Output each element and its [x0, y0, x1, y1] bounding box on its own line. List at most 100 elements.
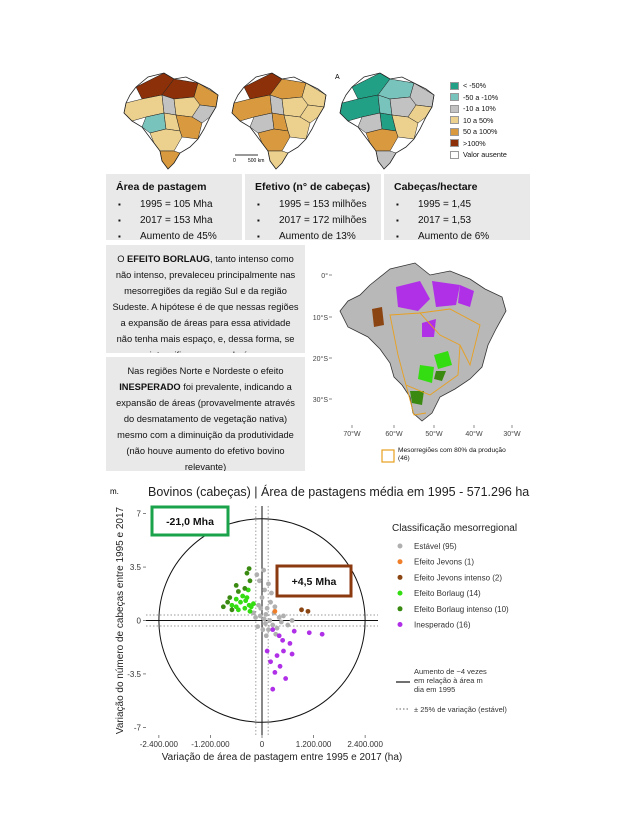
map-area-change: [123, 72, 219, 170]
map-lon-label: 50°W: [425, 430, 443, 438]
text-pre: Nas regiões Norte e Nordeste o efeito: [127, 366, 284, 376]
scale-end: 500 km: [248, 158, 264, 164]
region-borlaug-intense: [434, 371, 446, 381]
map-lon-label: 70°W: [343, 430, 361, 438]
data-point: [274, 653, 280, 659]
annotation-right-box: [275, 564, 353, 598]
data-point: [247, 608, 253, 614]
legend-swatch: [450, 81, 459, 90]
legend-extra-label: em relação à área m: [414, 676, 483, 685]
legend-item: Valor ausente: [450, 149, 540, 161]
data-point: [270, 622, 276, 628]
data-point: [264, 605, 270, 611]
data-point: [229, 602, 235, 608]
y-tick-label: -7: [134, 723, 142, 732]
data-point: [278, 619, 284, 625]
region-inesperado: [432, 281, 460, 307]
legend-item: 50 a 100%: [450, 126, 540, 138]
y-tick-label: -3.5: [127, 670, 141, 679]
map-region: [267, 150, 289, 170]
legend-item: -50 a -10%: [450, 92, 540, 104]
legend-item: -10 a 10%: [450, 103, 540, 115]
legend-dot: [397, 559, 403, 565]
legend-extra-label: Aumento de ~4 vezes: [414, 667, 487, 676]
legend-label: Mesorregiões com 80% da produção (46): [398, 447, 506, 462]
data-point: [283, 676, 289, 681]
data-point: [261, 567, 267, 573]
text-bold: INESPERADO: [119, 382, 181, 392]
data-point: [270, 686, 276, 692]
map-lat-label: 10°S: [313, 314, 329, 322]
legend-label: Inesperado (16): [414, 621, 471, 630]
data-point: [233, 596, 239, 602]
data-point: [272, 670, 278, 675]
x-tick-label: -2.400.000: [140, 740, 179, 749]
stat-box-herd: Efetivo (n° de cabeças) 1995 = 153 milhõ…: [245, 174, 381, 242]
legend-dot: [397, 590, 403, 596]
stat-title: Efetivo (n° de cabeças): [255, 181, 371, 193]
stat-title: Cabeças/hectare: [394, 181, 478, 193]
legend-label: Efeito Jevons (1): [414, 558, 474, 567]
stat-item: 2017 = 172 milhões: [257, 215, 381, 226]
data-point: [274, 625, 280, 631]
orange-outlines: [389, 308, 481, 416]
legend-item: >100%: [450, 138, 540, 150]
data-point: [264, 648, 270, 654]
data-point: [276, 633, 282, 639]
legend-extra-label: dia em 1995: [414, 685, 455, 694]
data-point: [266, 627, 271, 633]
legend-swatch: [450, 104, 459, 113]
data-point: [235, 607, 241, 613]
data-point: [281, 613, 286, 619]
x-tick-label: 2.400.000: [347, 740, 383, 749]
data-point: [269, 590, 274, 596]
data-point: [280, 637, 286, 643]
text-pre: O: [117, 254, 128, 264]
region-borlaug: [434, 351, 452, 369]
scale-start: 0: [233, 158, 236, 164]
data-point: [281, 648, 286, 654]
map-outline: [231, 72, 327, 170]
map-region: [149, 128, 183, 152]
data-point: [285, 622, 291, 628]
legend-dot: [397, 606, 403, 612]
data-point: [263, 633, 269, 639]
data-point: [305, 608, 311, 614]
stat-box-density: Cabeças/hectare 1995 = 1,45 2017 = 1,53 …: [384, 174, 530, 242]
stat-item: 1995 = 1,45: [396, 199, 530, 210]
region-jevons: [372, 307, 384, 327]
text-bold: EFEITO BORLAUG: [127, 254, 211, 264]
brown-regions: [372, 307, 384, 327]
chart-title: Bovinos (cabeças) | Área de pastagens mé…: [148, 484, 529, 499]
data-point: [267, 618, 273, 623]
data-point: [253, 615, 258, 620]
y-tick-label: 0: [137, 617, 142, 626]
legend-swatch: [381, 449, 395, 463]
data-point: [229, 607, 235, 613]
data-point: [266, 581, 271, 587]
data-point: [270, 627, 276, 633]
map-region: [375, 150, 397, 170]
region-inesperado: [422, 319, 436, 337]
text-borlaug: O EFEITO BORLAUG, tanto intenso como não…: [106, 245, 305, 353]
legend-label: 10 a 50%: [463, 115, 494, 125]
top-production-outline: [419, 308, 481, 367]
stat-item: Aumento de 6%: [396, 231, 530, 242]
legend-label-wrap: Mesorregiões com 80% da produção (46): [398, 447, 506, 462]
stat-title: Área de pastagem: [116, 181, 207, 193]
x-axis-label: Variação de área de pastagem entre 1995 …: [162, 752, 403, 763]
data-point: [225, 599, 231, 605]
map-axes: 0° 10°S 20°S 30°S 70°W 60°W 50°W 40°W 30°W: [313, 272, 521, 438]
region-inesperado: [396, 281, 430, 311]
legend-swatch: [450, 150, 459, 159]
legend-extra-label: ± 25% de variação (estável): [414, 705, 507, 714]
legend-swatch: [450, 127, 459, 136]
map-region: [407, 104, 433, 124]
stat-item: 2017 = 1,53: [396, 215, 530, 226]
y-tick-label: 7: [137, 510, 142, 519]
brazil-mesoregion-map: 0° 10°S 20°S 30°S 70°W 60°W 50°W 40°W 30°W Mesor…: [313, 262, 521, 463]
data-point: [289, 651, 295, 657]
legend-label: Efeito Borlaug intenso (10): [414, 605, 509, 614]
data-point: [227, 595, 233, 600]
data-point: [263, 621, 268, 626]
